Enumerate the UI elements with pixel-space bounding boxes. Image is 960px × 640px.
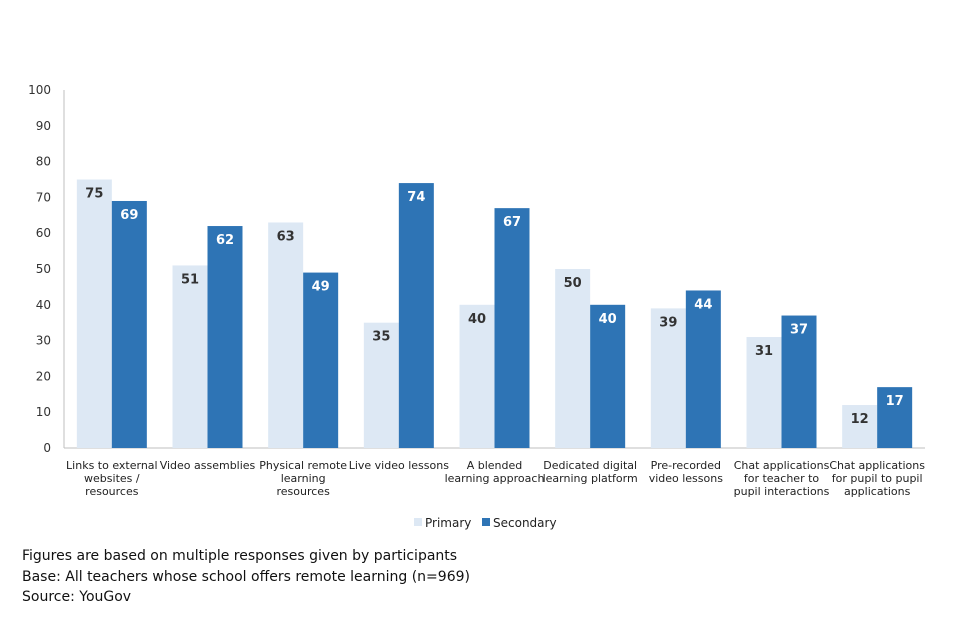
- bar-primary: [746, 337, 782, 448]
- x-category-label-line: Chat applications: [829, 459, 925, 472]
- data-label-primary: 63: [277, 229, 295, 244]
- legend-swatch-primary: [414, 518, 422, 526]
- bar-secondary: [494, 208, 530, 448]
- note-source: Source: YouGov: [22, 589, 132, 605]
- data-label-primary: 39: [659, 315, 677, 330]
- bar-secondary: [685, 290, 721, 448]
- x-category-label-line: Physical remote: [259, 459, 347, 472]
- x-category-label-line: Live video lessons: [349, 459, 449, 472]
- note-base: Base: All teachers whose school offers r…: [22, 568, 470, 585]
- x-category-label-line: resources: [85, 485, 139, 498]
- data-label-primary: 12: [851, 412, 869, 427]
- bar-secondary: [781, 315, 817, 448]
- x-category-label-line: Pre-recorded: [651, 459, 721, 472]
- x-category-label: Chat applications for teacher to pupil int…: [734, 459, 830, 498]
- bar-secondary: [207, 226, 243, 448]
- data-label-primary: 50: [564, 276, 582, 291]
- data-label-secondary: 74: [407, 190, 425, 205]
- x-category-label-line: Dedicated digital: [543, 459, 637, 472]
- x-category-label: Chat applications for pupil to pupil appli…: [829, 459, 925, 498]
- data-label-secondary: 62: [216, 233, 234, 248]
- x-category-label: A blended learning approach: [445, 459, 545, 485]
- x-category-label-line: learning approach: [445, 472, 545, 485]
- bar-secondary: [398, 183, 434, 448]
- y-tick-label: 40: [36, 298, 51, 312]
- data-label-primary: 35: [372, 330, 390, 345]
- y-tick-label: 30: [36, 334, 51, 348]
- x-category-label: Physical remote learning resources: [259, 459, 347, 498]
- data-label-secondary: 67: [503, 215, 521, 230]
- x-category-label-line: Chat applications: [734, 459, 830, 472]
- chart-notes: Figures are based on multiple responses …: [22, 546, 470, 608]
- x-category-label-line: applications: [844, 485, 911, 498]
- x-category-label-line: learning platform: [543, 472, 638, 485]
- y-tick-label: 70: [36, 190, 51, 204]
- data-label-primary: 31: [755, 344, 773, 359]
- x-category-label-line: resources: [277, 485, 331, 498]
- y-tick-label: 50: [36, 262, 51, 276]
- x-category-label-line: for teacher to: [744, 472, 820, 485]
- bar-primary: [459, 304, 495, 448]
- y-tick-label: 60: [36, 226, 51, 240]
- y-tick-label: 10: [36, 405, 51, 419]
- bar-primary: [650, 308, 686, 448]
- y-tick-label: 80: [36, 155, 51, 169]
- y-tick-label: 0: [43, 441, 51, 455]
- x-category-label: Video assemblies: [160, 459, 256, 472]
- bar-secondary: [111, 200, 147, 448]
- legend-swatch-secondary: [482, 518, 490, 526]
- bar-secondary: [590, 304, 626, 448]
- bar-secondary: [877, 387, 913, 448]
- x-category-label-line: websites /: [84, 472, 140, 485]
- legend-label-primary: Primary: [425, 516, 471, 530]
- x-category-label: Live video lessons: [349, 459, 449, 472]
- data-label-secondary: 69: [120, 208, 138, 223]
- x-category-label-line: for pupil to pupil: [832, 472, 923, 485]
- data-label-secondary: 17: [886, 394, 904, 409]
- bar-primary: [76, 179, 112, 448]
- note-multiple-responses: Figures are based on multiple responses …: [22, 548, 458, 564]
- data-label-secondary: 37: [790, 323, 808, 338]
- x-category-label-line: learning: [281, 472, 326, 485]
- data-label-primary: 40: [468, 312, 486, 327]
- bar-primary: [363, 322, 399, 448]
- x-category-label-line: pupil interactions: [734, 485, 830, 498]
- bar-secondary: [303, 272, 339, 448]
- data-label-primary: 75: [85, 187, 103, 202]
- legend-label-secondary: Secondary: [493, 516, 557, 530]
- x-category-label-line: Video assemblies: [160, 459, 256, 472]
- x-category-label: Dedicated digital learning platform: [543, 459, 638, 485]
- x-category-label: Links to external websites / resources: [66, 459, 158, 498]
- bar-primary: [842, 405, 878, 448]
- x-category-label-line: video lessons: [649, 472, 724, 485]
- bar-primary: [268, 222, 304, 448]
- data-label-secondary: 44: [694, 297, 712, 312]
- data-label-primary: 51: [181, 272, 199, 287]
- y-tick-label: 90: [36, 119, 51, 133]
- x-category-label: Pre-recorded video lessons: [649, 459, 724, 485]
- data-label-secondary: 40: [599, 312, 617, 327]
- y-tick-label: 20: [36, 369, 51, 383]
- x-category-label-line: A blended: [467, 459, 523, 472]
- y-tick-label: 100: [28, 83, 51, 97]
- data-label-secondary: 49: [312, 280, 330, 295]
- x-category-label-line: Links to external: [66, 459, 158, 472]
- bar-chart: 0 10 20 30 40 50 60 70 80 90 100 75 69 Links to exter…: [28, 83, 925, 530]
- bar-primary: [172, 265, 208, 448]
- bar-primary: [555, 269, 591, 448]
